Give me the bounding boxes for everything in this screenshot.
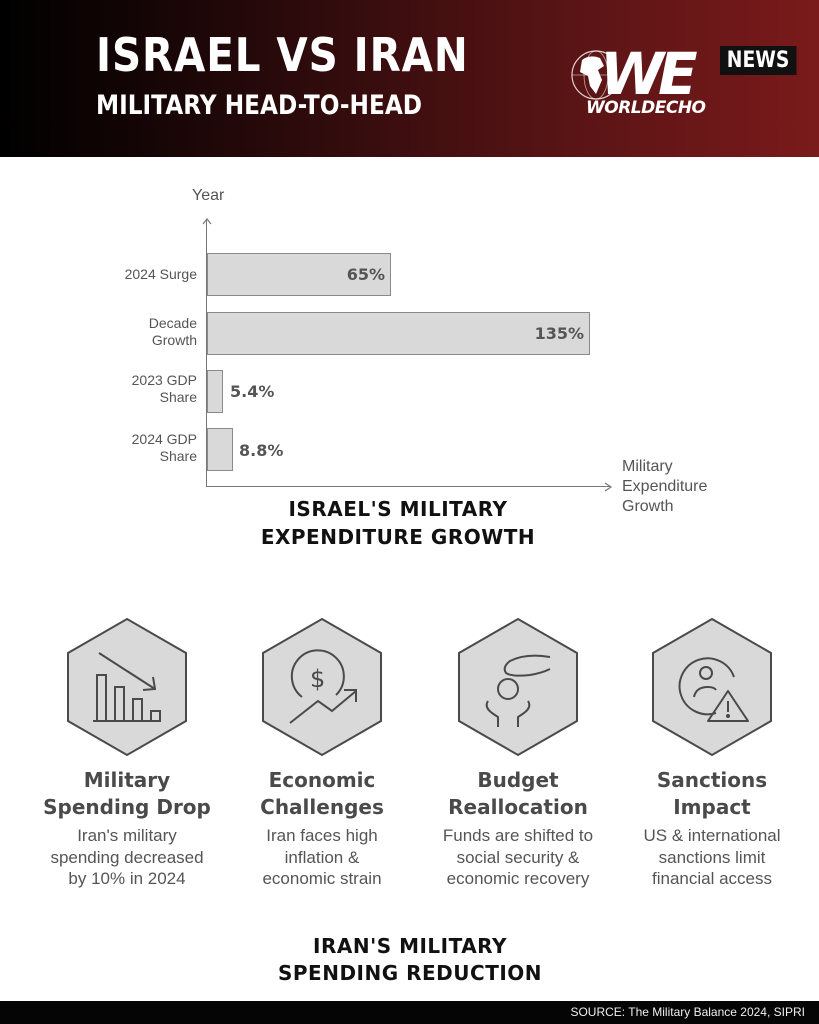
footer-bar: SOURCE: The Military Balance 2024, SIPRI [0,1001,819,1024]
card-sanctions-impact: Sanctions Impact US & international sanc… [614,617,810,890]
card-description: Funds are shifted to social security & e… [442,826,594,888]
header-banner: ISRAEL VS IRAN MILITARY HEAD-TO-HEAD WE … [0,0,819,157]
chart-title: ISRAEL'S MILITARY EXPENDITURE GROWTH [260,497,536,549]
bar-2024-gdp-share [207,428,233,471]
x-axis [206,486,610,487]
y-axis-label: Year [192,187,225,204]
category-label: Decade Growth [148,315,197,348]
worldecho-logo: WE NEWS WORLDECHO [570,40,797,119]
iran-cards: Military Spending Drop Iran's military s… [0,617,819,907]
bar-value: 5.4% [230,382,275,401]
x-axis-label: Military Expenditure Growth [622,458,708,515]
card-economic-challenges: $ Economic Challenges Iran faces high in… [224,617,420,890]
logo-news-badge: NEWS [720,46,797,75]
category-label: 2024 GDP Share [131,431,197,464]
y-axis-arrow-icon [202,218,212,225]
card-title: Sanctions Impact [656,768,768,819]
bar-value: 8.8% [239,441,284,460]
card-description: Iran faces high inflation & economic str… [262,826,382,888]
dollar-trend-icon: $ [262,617,382,757]
category-label: 2023 GDP Share [131,372,197,405]
card-description: US & international sanctions limit finan… [643,826,781,888]
page-title: ISRAEL VS IRAN [96,28,469,82]
card-description: Iran's military spending decreased by 10… [50,826,204,888]
category-label: 2024 Surge [124,266,197,282]
card-title: Budget Reallocation [448,768,588,819]
source-text: SOURCE: The Military Balance 2024, SIPRI [570,1005,805,1019]
logo-we: WE [600,40,698,108]
bar-value: 65% [346,265,385,284]
declining-bar-chart-icon [67,617,187,757]
bar-2024-surge: 65% [207,253,391,296]
globe-icon [571,50,614,100]
page-subtitle: MILITARY HEAD-TO-HEAD [96,90,423,121]
bar-decade-growth: 135% [207,312,590,355]
bar-value: 135% [534,324,584,343]
logo-name: WORLDECHO [586,98,706,118]
x-axis-arrow-icon [604,482,613,492]
y-axis [206,219,207,487]
card-title: Military Spending Drop [43,768,211,819]
iran-section-title: IRAN'S MILITARY SPENDING REDUCTION [277,934,543,985]
card-title: Economic Challenges [260,768,384,819]
card-budget-reallocation: Budget Reallocation Funds are shifted to… [420,617,616,890]
hand-protecting-person-icon [458,617,578,757]
card-spending-drop: Military Spending Drop Iran's military s… [29,617,225,890]
bar-2023-gdp-share [207,370,223,413]
israel-expenditure-chart: Year 2024 Surge 65% Decade Growth 135% 2… [0,157,819,577]
svg-text:$: $ [310,665,325,693]
user-warning-icon [652,617,772,757]
